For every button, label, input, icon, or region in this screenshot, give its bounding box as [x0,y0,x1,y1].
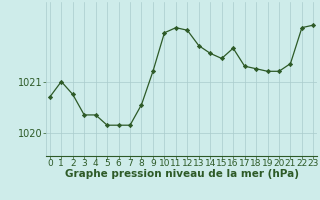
X-axis label: Graphe pression niveau de la mer (hPa): Graphe pression niveau de la mer (hPa) [65,169,299,179]
